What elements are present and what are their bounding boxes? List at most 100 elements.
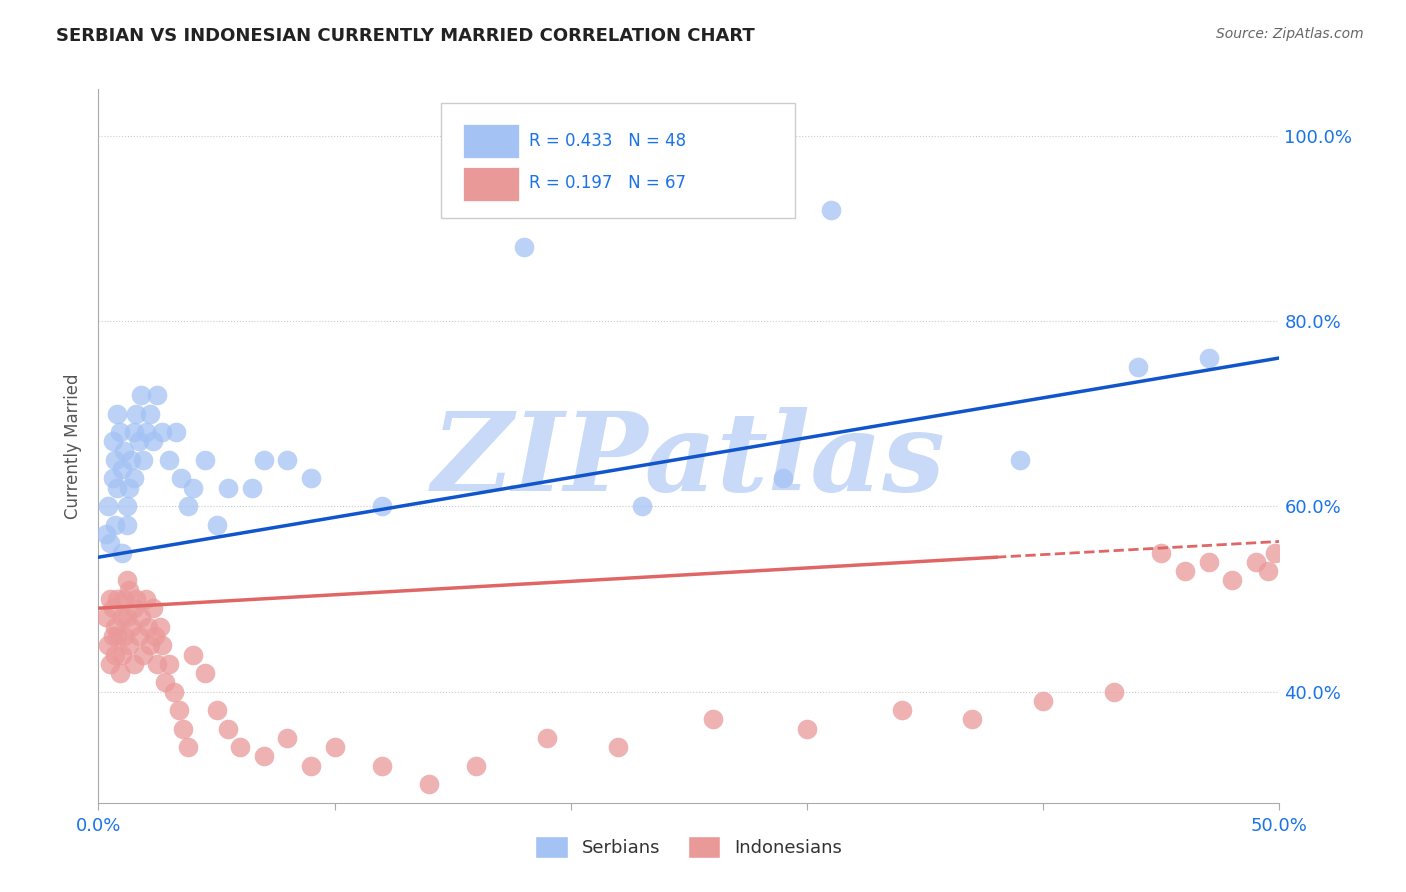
Point (108, 666, 131, 681)
Point (101, 434, 124, 449)
Point (1244, 555, 1267, 569)
Point (94, 610, 117, 624)
Point (143, 629, 166, 643)
Point (122, 657, 145, 671)
Point (418, 777, 440, 791)
Point (1102, 684, 1125, 698)
Point (371, 500, 394, 514)
Point (139, 407, 162, 421)
Point (157, 453, 180, 467)
Point (772, 471, 794, 485)
Point (1220, 574, 1243, 588)
Point (122, 601, 145, 615)
Point (115, 517, 138, 532)
Point (101, 629, 124, 643)
Point (323, 740, 346, 755)
Point (97, 638, 120, 652)
Point (371, 758, 394, 772)
Point (112, 591, 135, 606)
Point (129, 388, 152, 402)
Point (125, 591, 148, 606)
Point (276, 731, 298, 745)
Point (122, 425, 145, 439)
Point (98, 657, 121, 671)
Point (150, 638, 173, 652)
Point (105, 591, 128, 606)
Point (105, 407, 128, 421)
Point (240, 481, 263, 495)
Point (299, 758, 322, 772)
Point (111, 648, 134, 662)
Point (163, 684, 186, 698)
Point (217, 722, 239, 736)
Point (1150, 545, 1173, 559)
Point (153, 675, 176, 690)
Text: R = 0.197   N = 67: R = 0.197 N = 67 (530, 175, 686, 193)
FancyBboxPatch shape (441, 103, 796, 218)
Point (104, 517, 127, 532)
Point (101, 471, 124, 485)
Point (607, 740, 630, 755)
Point (104, 620, 127, 634)
Point (512, 240, 534, 254)
Point (146, 657, 169, 671)
Point (104, 648, 127, 662)
Point (104, 453, 127, 467)
Point (630, 500, 652, 514)
Point (97, 500, 120, 514)
Point (253, 453, 276, 467)
Text: R = 0.433   N = 48: R = 0.433 N = 48 (530, 132, 686, 150)
Point (194, 453, 217, 467)
Point (796, 722, 818, 736)
Point (121, 453, 143, 467)
Point (105, 481, 128, 495)
Point (165, 425, 187, 439)
Point (132, 648, 155, 662)
Point (136, 620, 159, 634)
Point (149, 620, 172, 634)
Point (536, 731, 558, 745)
Point (177, 500, 200, 514)
Point (94, 527, 117, 541)
Point (1174, 564, 1197, 578)
Point (177, 740, 200, 755)
Point (108, 425, 131, 439)
Point (962, 712, 984, 726)
Point (98, 536, 121, 550)
Text: SERBIAN VS INDONESIAN CURRENTLY MARRIED CORRELATION CHART: SERBIAN VS INDONESIAN CURRENTLY MARRIED … (56, 27, 755, 45)
Point (217, 481, 239, 495)
Point (890, 703, 912, 717)
Point (132, 453, 155, 467)
Point (1198, 555, 1220, 569)
FancyBboxPatch shape (464, 124, 519, 158)
Point (115, 500, 138, 514)
Point (181, 481, 204, 495)
Point (820, 202, 842, 217)
Point (111, 545, 134, 559)
Point (229, 740, 252, 755)
Point (112, 443, 135, 458)
Y-axis label: Currently Married: Currently Married (65, 373, 83, 519)
Point (253, 749, 276, 764)
Point (125, 407, 148, 421)
Point (111, 462, 134, 476)
Point (118, 481, 141, 495)
Point (111, 610, 134, 624)
Text: ZIPatlas: ZIPatlas (432, 407, 946, 514)
Point (142, 434, 165, 449)
Point (112, 629, 135, 643)
Point (157, 657, 180, 671)
Point (118, 582, 141, 597)
Point (121, 620, 143, 634)
Point (128, 629, 150, 643)
Legend: Serbians, Indonesians: Serbians, Indonesians (529, 829, 849, 865)
Point (465, 758, 488, 772)
Point (142, 601, 165, 615)
Point (276, 453, 298, 467)
Point (115, 610, 138, 624)
Point (135, 425, 157, 439)
Point (1264, 545, 1286, 559)
Point (170, 471, 193, 485)
Point (1126, 360, 1149, 375)
Point (1032, 694, 1054, 708)
